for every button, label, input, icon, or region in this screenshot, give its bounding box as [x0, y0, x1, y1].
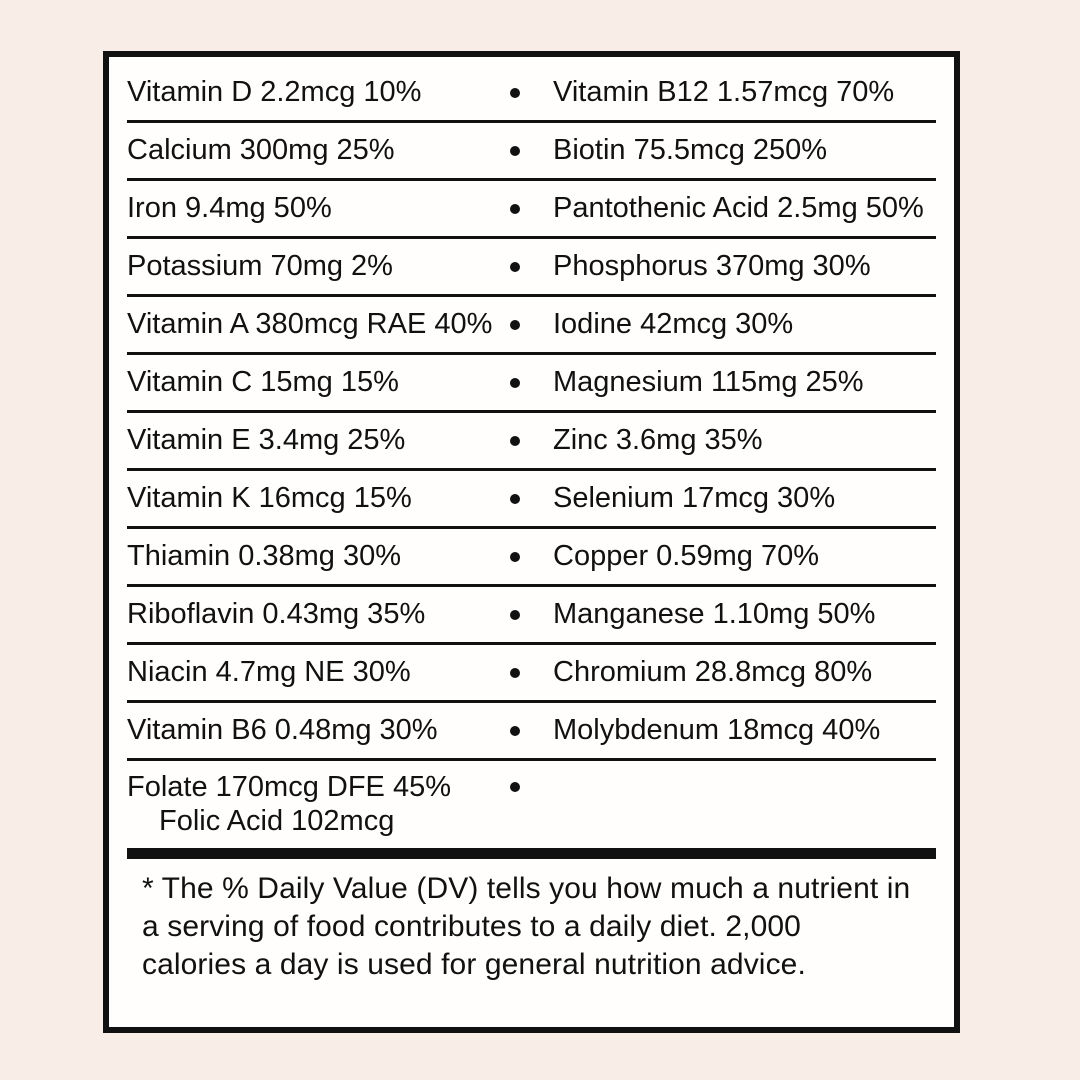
nutrient-left: Vitamin C 15mg 15% [127, 366, 399, 398]
section-divider-bar [127, 848, 936, 859]
nutrient-left: Thiamin 0.38mg 30% [127, 540, 402, 572]
nutrient-row: Potassium 70mg 2% Phosphorus 370mg 30% [127, 239, 936, 297]
nutrient-row: Vitamin C 15mg 15% Magnesium 115mg 25% [127, 355, 936, 413]
bullet-separator-icon [510, 145, 520, 156]
nutrient-left: Calcium 300mg 25% [127, 134, 395, 166]
bullet-separator-icon [510, 725, 520, 736]
nutrient-left: Vitamin K 16mcg 15% [127, 482, 412, 514]
bullet-separator-icon [510, 609, 520, 620]
footnote-line: calories a day is used for general nutri… [142, 948, 806, 981]
nutrient-right: Phosphorus 370mg 30% [553, 250, 871, 282]
footnote-line: a serving of food contributes to a daily… [142, 910, 801, 943]
nutrient-row: Vitamin A 380mcg RAE 40% Iodine 42mcg 30… [127, 297, 936, 355]
nutrient-left: Folate 170mcg DFE 45% [127, 771, 451, 803]
nutrient-right: Biotin 75.5mcg 250% [553, 134, 828, 166]
nutrient-left: Vitamin D 2.2mcg 10% [127, 76, 422, 108]
bullet-separator-icon [510, 493, 520, 504]
nutrient-right: Magnesium 115mg 25% [553, 366, 864, 398]
nutrient-row: Niacin 4.7mg NE 30% Chromium 28.8mcg 80% [127, 645, 936, 703]
bullet-separator-icon [510, 782, 520, 792]
nutrient-right: Copper 0.59mg 70% [553, 540, 819, 572]
nutrient-row: Calcium 300mg 25% Biotin 75.5mcg 250% [127, 123, 936, 181]
supplement-facts-panel: Vitamin D 2.2mcg 10% Vitamin B12 1.57mcg… [103, 51, 960, 1033]
nutrient-row: Thiamin 0.38mg 30% Copper 0.59mg 70% [127, 529, 936, 587]
nutrient-right: Iodine 42mcg 30% [553, 308, 794, 340]
bullet-separator-icon [510, 203, 520, 214]
bullet-separator-icon [510, 667, 520, 678]
bullet-separator-icon [510, 551, 520, 562]
nutrient-row: Riboflavin 0.43mg 35% Manganese 1.10mg 5… [127, 587, 936, 645]
bullet-separator-icon [510, 87, 520, 98]
nutrient-row: Vitamin D 2.2mcg 10% Vitamin B12 1.57mcg… [127, 65, 936, 123]
bullet-separator-icon [510, 261, 520, 272]
bullet-separator-icon [510, 435, 520, 446]
bullet-separator-icon [510, 377, 520, 388]
bullet-separator-icon [510, 319, 520, 330]
nutrient-left: Niacin 4.7mg NE 30% [127, 656, 411, 688]
nutrient-row: Vitamin K 16mcg 15% Selenium 17mcg 30% [127, 471, 936, 529]
nutrient-right: Pantothenic Acid 2.5mg 50% [553, 192, 924, 224]
nutrient-row: Vitamin E 3.4mg 25% Zinc 3.6mg 35% [127, 413, 936, 471]
nutrient-left: Potassium 70mg 2% [127, 250, 393, 282]
nutrient-right: Manganese 1.10mg 50% [553, 598, 876, 630]
nutrient-left: Riboflavin 0.43mg 35% [127, 598, 426, 630]
nutrient-left: Vitamin A 380mcg RAE 40% [127, 308, 493, 340]
nutrient-left: Vitamin E 3.4mg 25% [127, 424, 406, 456]
nutrient-right: Chromium 28.8mcg 80% [553, 656, 873, 688]
nutrient-right: Vitamin B12 1.57mcg 70% [553, 76, 895, 108]
nutrient-right: Selenium 17mcg 30% [553, 482, 836, 514]
nutrient-row: Iron 9.4mg 50% Pantothenic Acid 2.5mg 50… [127, 181, 936, 239]
nutrient-row: Vitamin B6 0.48mg 30% Molybdenum 18mcg 4… [127, 703, 936, 761]
nutrient-right: Molybdenum 18mcg 40% [553, 714, 881, 746]
daily-value-footnote: * The % Daily Value (DV) tells you how m… [127, 859, 936, 984]
nutrient-table: Vitamin D 2.2mcg 10% Vitamin B12 1.57mcg… [127, 65, 936, 848]
nutrient-row-folate: Folate 170mcg DFE 45% Folic Acid 102mcg [127, 761, 936, 848]
nutrient-left: Vitamin B6 0.48mg 30% [127, 714, 438, 746]
nutrient-left: Iron 9.4mg 50% [127, 192, 332, 224]
nutrient-right: Zinc 3.6mg 35% [553, 424, 763, 456]
footnote-line: * The % Daily Value (DV) tells you how m… [142, 872, 911, 905]
nutrient-left-sub: Folic Acid 102mcg [159, 805, 395, 837]
